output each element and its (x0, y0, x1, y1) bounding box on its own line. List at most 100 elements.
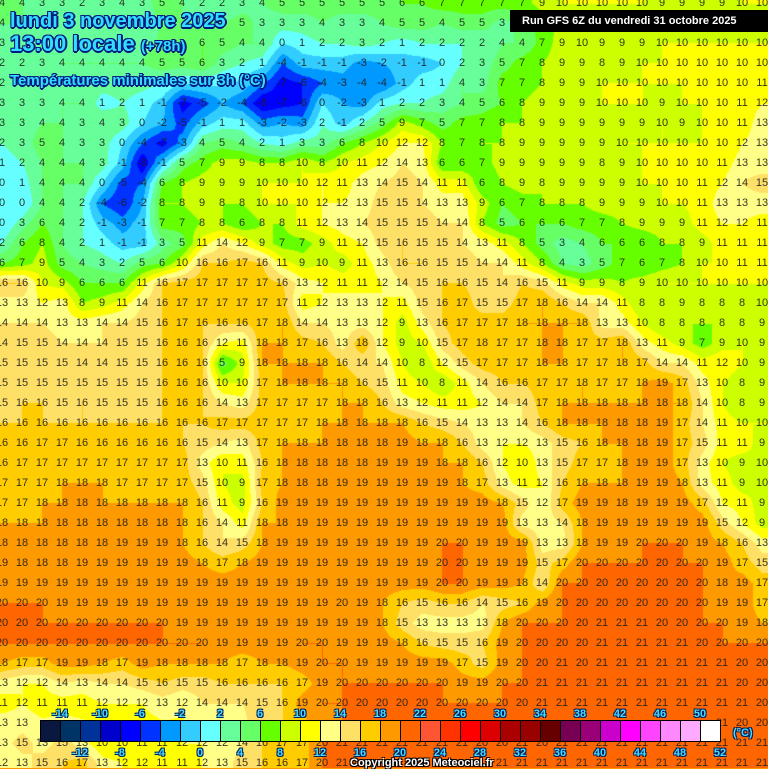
grid-value: 0 (438, 57, 446, 69)
grid-value: 20 (135, 617, 149, 629)
grid-value: 16 (415, 417, 429, 429)
grid-value: 17 (0, 497, 9, 509)
grid-value: 13 (715, 197, 729, 209)
grid-value: 18 (95, 477, 109, 489)
grid-value: 13 (435, 197, 449, 209)
grid-value: 19 (295, 497, 309, 509)
grid-value: 18 (435, 457, 449, 469)
grid-value: 10 (675, 77, 689, 89)
grid-value: 10 (615, 77, 629, 89)
grid-value: 17 (175, 277, 189, 289)
grid-value: 10 (735, 277, 749, 289)
grid-value: 15 (475, 657, 489, 669)
grid-value: 20 (375, 677, 389, 689)
grid-value: 17 (255, 397, 269, 409)
grid-value: 10 (715, 277, 729, 289)
grid-value: 10 (595, 77, 609, 89)
grid-value: 19 (215, 597, 229, 609)
grid-value: 11 (696, 357, 708, 369)
grid-value: 13 (495, 477, 509, 489)
grid-value: 20 (0, 597, 9, 609)
grid-value: 20 (35, 597, 49, 609)
grid-value: 3 (238, 0, 246, 9)
grid-value: 20 (0, 617, 9, 629)
grid-value: 11 (296, 217, 308, 229)
grid-value: 10 (715, 397, 729, 409)
legend-swatch (261, 721, 281, 741)
grid-value: 19 (595, 537, 609, 549)
grid-value: 8 (538, 257, 546, 269)
grid-value: 19 (275, 597, 289, 609)
grid-value: 12 (315, 277, 329, 289)
grid-value: 21 (755, 757, 768, 769)
grid-value: 6 (638, 257, 646, 269)
grid-value: 11 (56, 697, 68, 709)
grid-value: 9 (218, 177, 226, 189)
grid-value: 10 (655, 37, 669, 49)
grid-value: 17 (115, 457, 129, 469)
grid-value: 19 (55, 577, 69, 589)
grid-value: 21 (615, 657, 629, 669)
grid-value: 15 (535, 557, 549, 569)
grid-value: 12 (735, 517, 749, 529)
grid-value: 14 (355, 357, 369, 369)
grid-value: 19 (215, 617, 229, 629)
grid-value: 20 (615, 577, 629, 589)
grid-value: 2 (438, 37, 446, 49)
grid-value: 20 (655, 617, 669, 629)
grid-value: 20 (575, 597, 589, 609)
grid-value: 18 (395, 637, 409, 649)
grid-value: 20 (475, 737, 489, 749)
grid-value: 13 (75, 737, 89, 749)
grid-value: 13 (235, 397, 249, 409)
grid-value: 17 (595, 377, 609, 389)
grid-value: 13 (375, 257, 389, 269)
grid-value: -5 (177, 117, 187, 129)
grid-value: 5 (458, 17, 466, 29)
grid-value: 10 (615, 0, 629, 9)
grid-value: 10 (335, 157, 349, 169)
grid-value: 18 (295, 377, 309, 389)
grid-value: -1 (97, 217, 107, 229)
grid-value: 3 (38, 0, 46, 9)
grid-value: 14 (295, 317, 309, 329)
grid-value: 18 (335, 377, 349, 389)
grid-value: 15 (375, 237, 389, 249)
grid-value: 17 (95, 457, 109, 469)
grid-value: -1 (297, 57, 307, 69)
grid-value: 2 (198, 0, 206, 9)
grid-value: 3 (498, 17, 506, 29)
grid-value: 12 (415, 137, 429, 149)
legend-tick-label: 46 (653, 708, 667, 720)
grid-value: 17 (235, 657, 249, 669)
grid-value: 5 (178, 237, 186, 249)
grid-value: 11 (336, 237, 348, 249)
grid-value: 20 (355, 697, 369, 709)
grid-value: 11 (336, 277, 348, 289)
grid-value: 18 (295, 437, 309, 449)
grid-value: 6 (98, 277, 106, 289)
grid-value: 18 (155, 517, 169, 529)
grid-value: 9 (558, 137, 566, 149)
grid-value: 17 (195, 277, 209, 289)
grid-value: 15 (555, 437, 569, 449)
grid-value: 11 (196, 237, 208, 249)
forecast-lead-time: (+78h) (140, 38, 186, 55)
grid-value: 21 (615, 697, 629, 709)
grid-value: 15 (375, 197, 389, 209)
grid-value: 10 (715, 57, 729, 69)
grid-value: 19 (495, 557, 509, 569)
grid-value: 15 (235, 757, 249, 769)
grid-value: 3 (558, 237, 566, 249)
legend-tick-label: 2 (216, 708, 224, 720)
grid-value: 17 (235, 297, 249, 309)
grid-value: 18 (315, 417, 329, 429)
grid-value: 14 (695, 397, 709, 409)
grid-value: 15 (255, 697, 269, 709)
grid-value: 16 (455, 277, 469, 289)
grid-value: 13 (475, 437, 489, 449)
grid-value: 17 (155, 457, 169, 469)
legend-tick-label: 30 (493, 708, 507, 720)
grid-value: 14 (495, 277, 509, 289)
legend-tick-label: 24 (433, 747, 447, 759)
